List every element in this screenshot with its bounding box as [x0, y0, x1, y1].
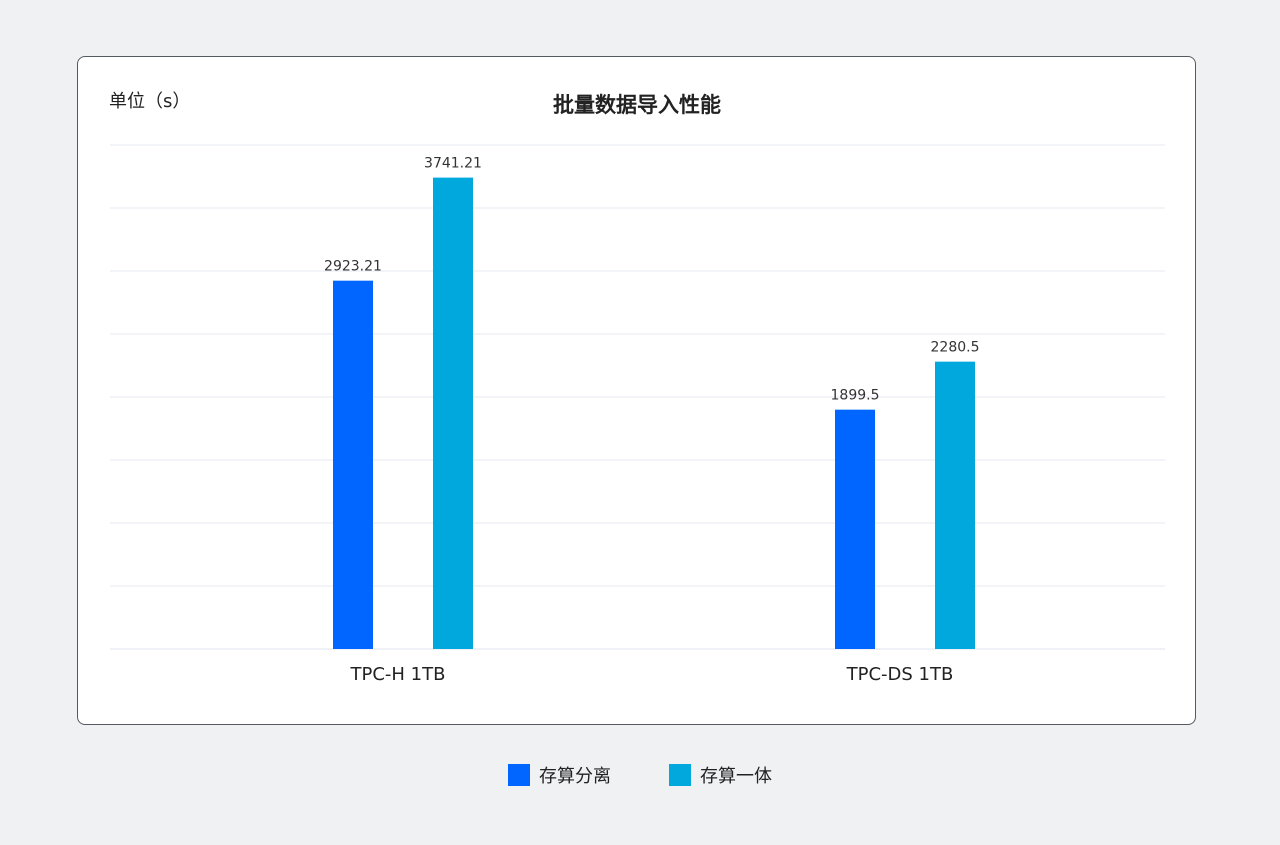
chart-card [77, 56, 1196, 725]
bar [333, 280, 373, 649]
data-label: 1899.5 [831, 388, 880, 404]
legend-label: 存算一体 [700, 766, 772, 787]
data-label: 3741.21 [424, 156, 482, 172]
legend-item-series-1[interactable]: 存算一体 [669, 762, 772, 788]
legend-swatch [508, 764, 530, 786]
y-axis-unit-label: 单位（s） [109, 91, 191, 112]
bar [935, 361, 975, 649]
legend-swatch [669, 764, 691, 786]
x-tick-label: TPC-DS 1TB [846, 664, 954, 685]
chart-title: 批量数据导入性能 [553, 93, 721, 117]
legend: 存算分离 存算一体 [0, 762, 1280, 788]
data-label: 2280.5 [931, 340, 980, 356]
x-tick-label: TPC-H 1TB [350, 664, 446, 685]
bar [433, 177, 473, 649]
bar [835, 409, 875, 649]
data-label: 2923.21 [324, 259, 382, 275]
legend-item-series-0[interactable]: 存算分离 [508, 762, 611, 788]
legend-label: 存算分离 [539, 766, 611, 787]
